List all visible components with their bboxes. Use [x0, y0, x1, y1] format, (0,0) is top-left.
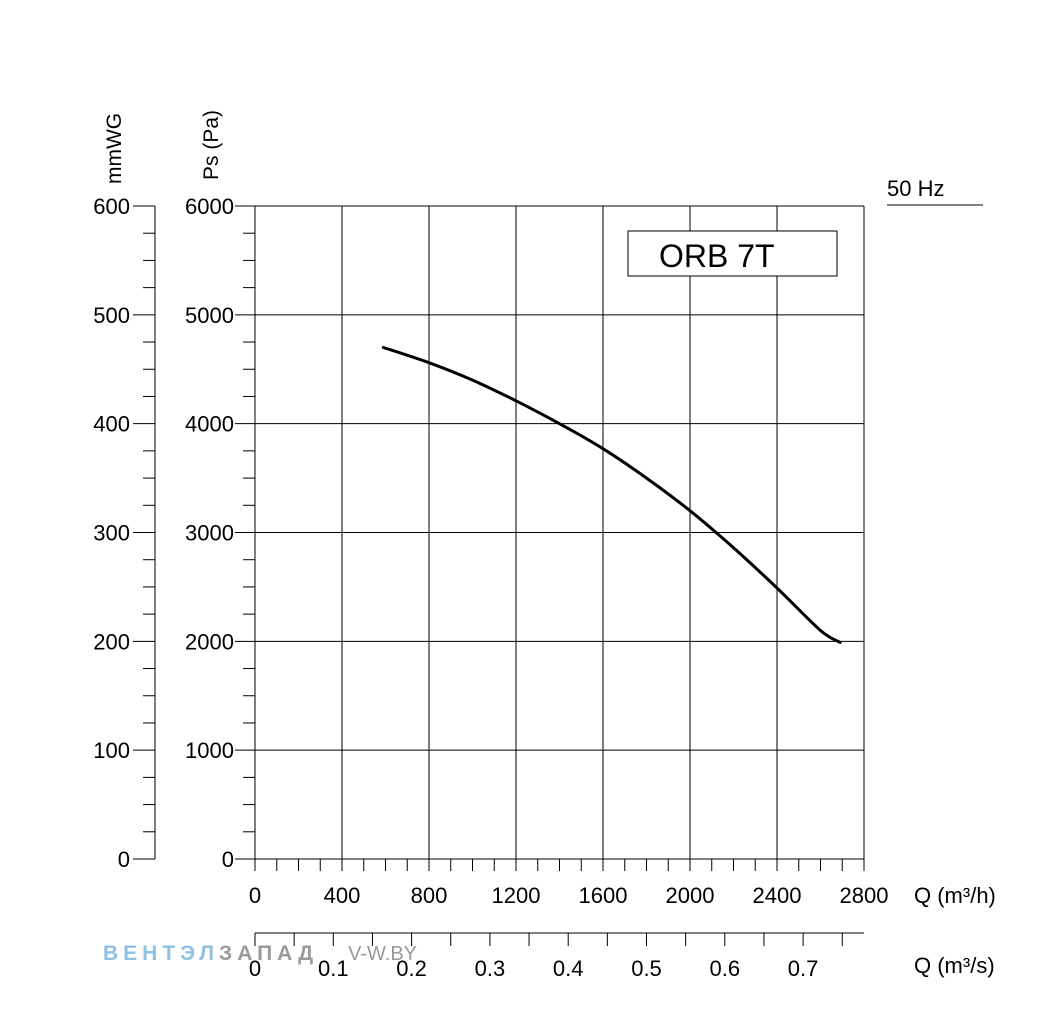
y-tick-label: 3000 [185, 521, 234, 546]
grid [254, 205, 865, 860]
x-tick-label: 0 [249, 883, 261, 908]
y2-tick-label: 300 [93, 521, 130, 546]
y2-tick-label: 500 [93, 303, 130, 328]
watermark: ВЕНТЭЛЗАПАД V-W.BY [103, 942, 417, 965]
x2-tick-label: 0.3 [475, 956, 506, 981]
series-group [381, 346, 842, 644]
y-tick-label: 1000 [185, 738, 234, 763]
y-axis: 0 1000 2000 3000 4000 5000 6000 [185, 194, 256, 872]
x-tick-label: 2400 [753, 883, 802, 908]
y-tick-label: 5000 [185, 303, 234, 328]
x2-tick-label: 0.6 [710, 956, 741, 981]
x-tick-label: 800 [411, 883, 448, 908]
y-tick-label: 2000 [185, 629, 234, 654]
model-label: ORB 7T [659, 238, 775, 274]
x-axis: 0 400 800 1200 1600 2000 2400 2800 [249, 859, 889, 908]
y2-tick-label: 200 [93, 629, 130, 654]
x2-axis-title: Q (m³/s) [914, 953, 995, 978]
y2-tick-label: 600 [93, 194, 130, 219]
x2-tick-label: 0.2 [396, 956, 427, 981]
y-tick-label: 6000 [185, 194, 234, 219]
frequency-label: 50 Hz [887, 176, 944, 201]
watermark-part2: ЗАПАД [219, 942, 318, 965]
y2-axis-title: mmWG [103, 113, 126, 184]
y-tick-label: 4000 [185, 412, 234, 437]
x-axis-title: Q (m³/h) [914, 883, 996, 908]
x2-tick-label: 0.7 [788, 956, 819, 981]
x2-tick-label: 0.1 [318, 956, 349, 981]
y2-tick-label: 100 [93, 738, 130, 763]
x-tick-label: 2000 [666, 883, 715, 908]
y-axis-title: Ps (Pa) [200, 110, 223, 180]
y-tick-label: 0 [222, 847, 234, 872]
model-label-box [627, 230, 838, 277]
x-tick-label: 400 [324, 883, 361, 908]
x2-tick-label: 0.5 [631, 956, 662, 981]
x-tick-label: 1200 [492, 883, 541, 908]
x2-tick-label: 0.4 [553, 956, 584, 981]
y2-tick-label: 400 [93, 412, 130, 437]
x-tick-label: 1600 [579, 883, 628, 908]
y2-tick-label: 0 [118, 847, 130, 872]
y2-axis: 0 100 200 300 400 500 600 [93, 194, 156, 872]
watermark-part1: ВЕНТЭЛ [103, 942, 219, 965]
series-line [381, 346, 842, 644]
watermark-part3: V-W.BY [348, 943, 417, 965]
x2-tick-label: 0 [249, 956, 261, 981]
x2-axis: 0 0.1 0.2 0.3 0.4 0.5 0.6 0.7 [249, 932, 864, 981]
x-tick-label: 2800 [840, 883, 889, 908]
